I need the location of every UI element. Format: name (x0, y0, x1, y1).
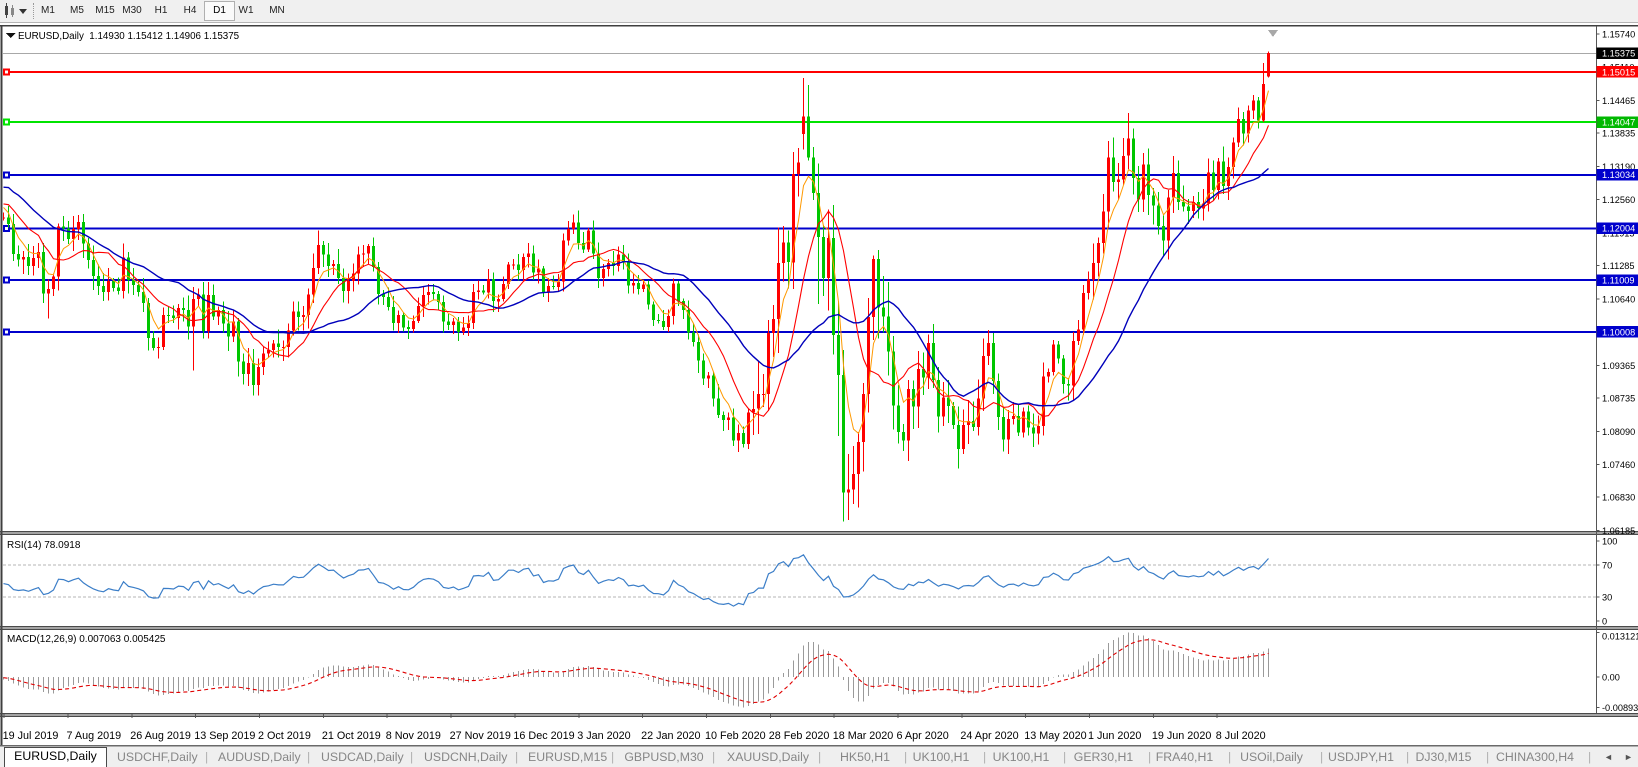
svg-text:24 Apr 2020: 24 Apr 2020 (960, 730, 1018, 742)
svg-text:21 Oct 2019: 21 Oct 2019 (322, 730, 381, 742)
svg-text:1.13034: 1.13034 (1602, 170, 1635, 180)
svg-text:1.07460: 1.07460 (1602, 460, 1635, 470)
svg-text:0.00: 0.00 (1602, 672, 1620, 682)
svg-text:26 Aug 2019: 26 Aug 2019 (130, 730, 191, 742)
svg-text:13 May 2020: 13 May 2020 (1024, 730, 1086, 742)
svg-text:1.14465: 1.14465 (1602, 96, 1635, 106)
svg-text:1.15015: 1.15015 (1602, 67, 1635, 77)
svg-text:1.08735: 1.08735 (1602, 394, 1635, 404)
svg-text:1.14047: 1.14047 (1602, 118, 1635, 128)
svg-text:27 Nov 2019: 27 Nov 2019 (450, 730, 511, 742)
svg-text:22 Jan 2020: 22 Jan 2020 (641, 730, 700, 742)
svg-text:1.15740: 1.15740 (1602, 30, 1635, 40)
svg-text:19 Jul 2019: 19 Jul 2019 (3, 730, 59, 742)
svg-text:7 Aug 2019: 7 Aug 2019 (67, 730, 122, 742)
svg-text:30: 30 (1602, 592, 1612, 602)
svg-text:RSI(14) 78.0918: RSI(14) 78.0918 (7, 540, 81, 551)
svg-text:1.10640: 1.10640 (1602, 295, 1635, 305)
svg-text:18 Mar 2020: 18 Mar 2020 (833, 730, 894, 742)
svg-text:1.12004: 1.12004 (1602, 224, 1635, 234)
svg-text:6 Apr 2020: 6 Apr 2020 (897, 730, 949, 742)
svg-text:-0.008933: -0.008933 (1602, 703, 1638, 713)
svg-text:1.11009: 1.11009 (1602, 275, 1635, 285)
svg-text:19 Jun 2020: 19 Jun 2020 (1152, 730, 1211, 742)
svg-text:MACD(12,26,9) 0.007063 0.00542: MACD(12,26,9) 0.007063 0.005425 (7, 634, 166, 645)
svg-text:28 Feb 2020: 28 Feb 2020 (769, 730, 830, 742)
svg-text:70: 70 (1602, 560, 1612, 570)
svg-text:1.15375: 1.15375 (1602, 49, 1635, 59)
svg-text:8 Nov 2019: 8 Nov 2019 (386, 730, 441, 742)
svg-text:EURUSD,Daily 1.14930 1.15412: EURUSD,Daily 1.14930 1.15412 1.14906 1.1… (18, 31, 240, 42)
svg-text:1.09365: 1.09365 (1602, 361, 1635, 371)
svg-text:1.06185: 1.06185 (1602, 526, 1635, 536)
svg-text:16 Dec 2019: 16 Dec 2019 (513, 730, 574, 742)
svg-text:1.13835: 1.13835 (1602, 129, 1635, 139)
svg-text:1.11285: 1.11285 (1602, 261, 1635, 271)
svg-text:1 Jun 2020: 1 Jun 2020 (1088, 730, 1141, 742)
svg-text:8 Jul 2020: 8 Jul 2020 (1216, 730, 1266, 742)
svg-text:3 Jan 2020: 3 Jan 2020 (577, 730, 630, 742)
svg-text:2 Oct 2019: 2 Oct 2019 (258, 730, 311, 742)
svg-text:1.08090: 1.08090 (1602, 427, 1635, 437)
svg-text:13 Sep 2019: 13 Sep 2019 (194, 730, 255, 742)
svg-text:1.06830: 1.06830 (1602, 493, 1635, 503)
svg-text:100: 100 (1602, 536, 1617, 546)
svg-text:0.013121: 0.013121 (1602, 631, 1638, 641)
svg-text:1.12560: 1.12560 (1602, 195, 1635, 205)
svg-text:1.10008: 1.10008 (1602, 327, 1635, 337)
svg-text:10 Feb 2020: 10 Feb 2020 (705, 730, 766, 742)
svg-text:0: 0 (1602, 616, 1607, 626)
